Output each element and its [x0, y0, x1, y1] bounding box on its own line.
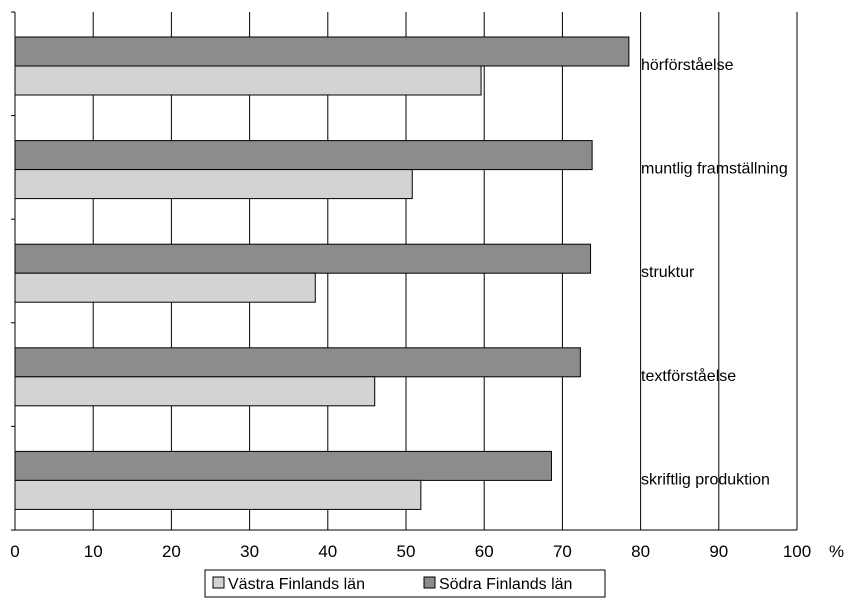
category-label: struktur	[641, 264, 695, 281]
legend-swatch-sodra	[423, 576, 436, 589]
bar-sodra	[14, 36, 630, 67]
category-label: skriftlig produktion	[641, 471, 770, 488]
x-tick-label: 0	[10, 542, 19, 561]
x-tick-label: 50	[397, 542, 416, 561]
bar-sodra	[14, 140, 593, 171]
bars	[14, 36, 630, 510]
legend-box	[204, 569, 606, 598]
category-label: muntlig framställning	[641, 161, 788, 178]
bar-vastra	[14, 169, 413, 200]
x-tick-label: 30	[240, 542, 259, 561]
bar-sodra	[14, 347, 581, 378]
bar-vastra	[14, 65, 482, 96]
bar-sodra	[14, 450, 552, 481]
x-tick-labels: 0 10 20 30 40 50 60 70 80 90 100	[10, 542, 811, 561]
x-tick-label: 20	[162, 542, 181, 561]
x-unit-label: %	[829, 542, 844, 561]
x-tick-label: 90	[709, 542, 728, 561]
category-labels: hörförståelse muntlig framställning strukt…	[641, 56, 788, 488]
x-tick-label: 10	[84, 542, 103, 561]
x-tick-label: 80	[631, 542, 650, 561]
legend-swatch-vastra	[212, 576, 225, 589]
x-tick-label: 100	[783, 542, 811, 561]
legend-label-sodra: Södra Finlands län	[439, 576, 572, 593]
x-tick-label: 70	[553, 542, 572, 561]
bar-vastra	[14, 376, 376, 407]
category-label: hörförståelse	[641, 56, 734, 74]
axes	[11, 11, 797, 531]
category-label: textförståelse	[641, 367, 736, 385]
bar-vastra	[14, 272, 316, 303]
legend-label-vastra: Västra Finlands län	[228, 576, 365, 593]
bar-sodra	[14, 243, 592, 274]
bar-vastra	[14, 479, 422, 510]
x-tick-label: 60	[475, 542, 494, 561]
legend: Västra Finlands län Södra Finlands län	[204, 569, 606, 598]
x-tick-label: 40	[318, 542, 337, 561]
